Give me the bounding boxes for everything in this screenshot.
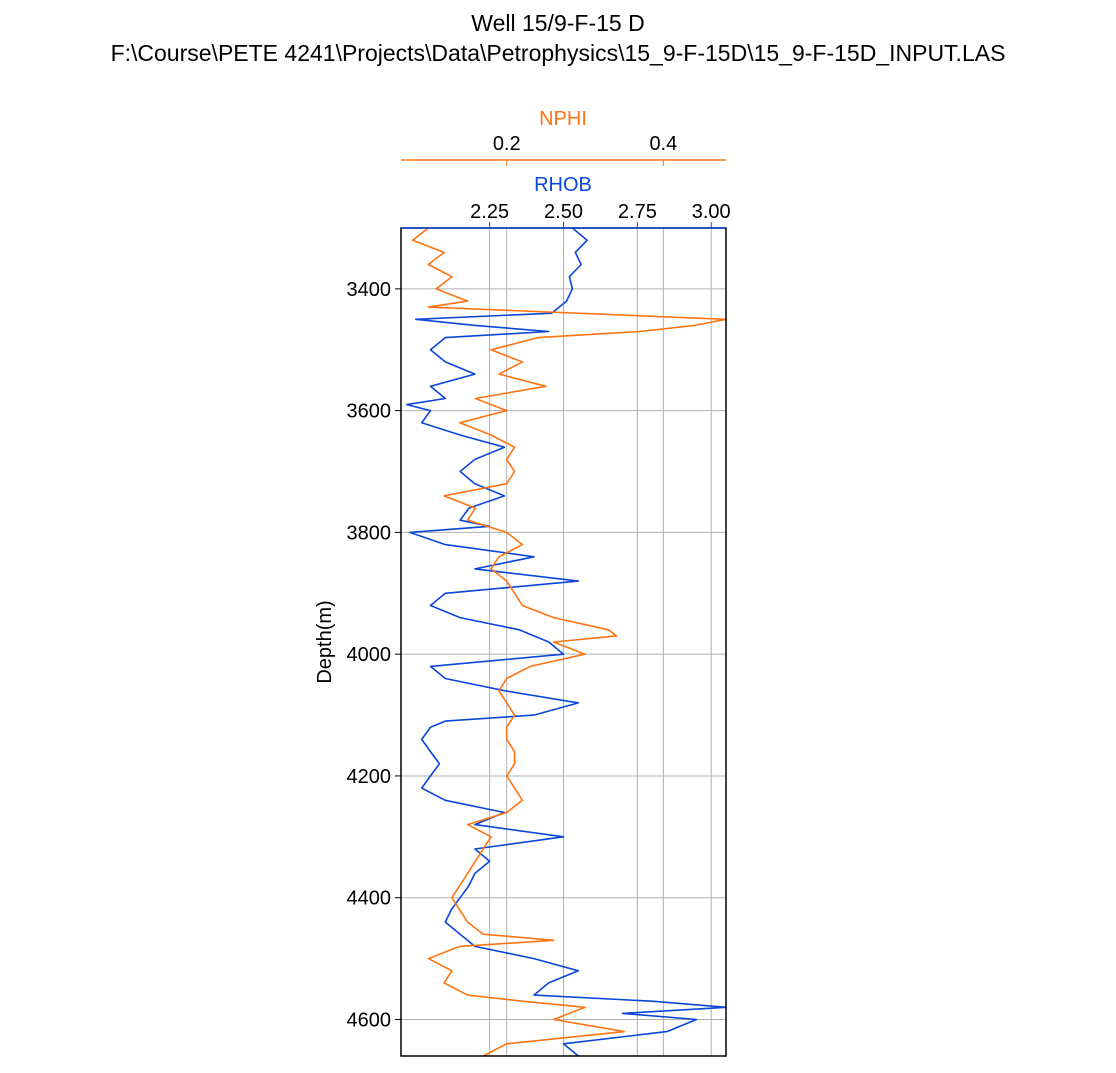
y-tick-label: 4600 [347, 1009, 392, 1031]
rhob-tick-label: 2.50 [544, 201, 583, 223]
y-tick-label: 4200 [347, 766, 392, 788]
rhob-tick-label: 2.75 [618, 201, 657, 223]
nphi-series-line [411, 227, 727, 1057]
y-tick-label: 3600 [347, 401, 392, 423]
grid-lines [401, 228, 726, 1056]
nphi-axis-label: NPHI [539, 108, 587, 130]
rhob-series-line [406, 227, 727, 1057]
rhob-tick-label: 3.00 [692, 201, 731, 223]
y-axis-label: Depth(m) [314, 600, 336, 683]
rhob-tick-label: 2.25 [470, 201, 509, 223]
series-layer [406, 227, 727, 1057]
rhob-axis-label: RHOB [534, 174, 592, 196]
y-tick-label: 4000 [347, 644, 392, 666]
axes-layer: 3400 3600 3800 4000 4200 4400 4600 2.25 2.50 2.75… [347, 133, 731, 1057]
y-tick-label: 4400 [347, 888, 392, 910]
nphi-tick-label: 0.2 [493, 133, 521, 155]
nphi-tick-label: 0.4 [649, 133, 677, 155]
chart-title: Well 15/9-F-15 D [471, 10, 644, 36]
chart-subtitle: F:\Course\PETE 4241\Projects\Data\Petrop… [111, 40, 1006, 66]
y-tick-label: 3800 [347, 522, 392, 544]
y-tick-label: 3400 [347, 279, 392, 301]
